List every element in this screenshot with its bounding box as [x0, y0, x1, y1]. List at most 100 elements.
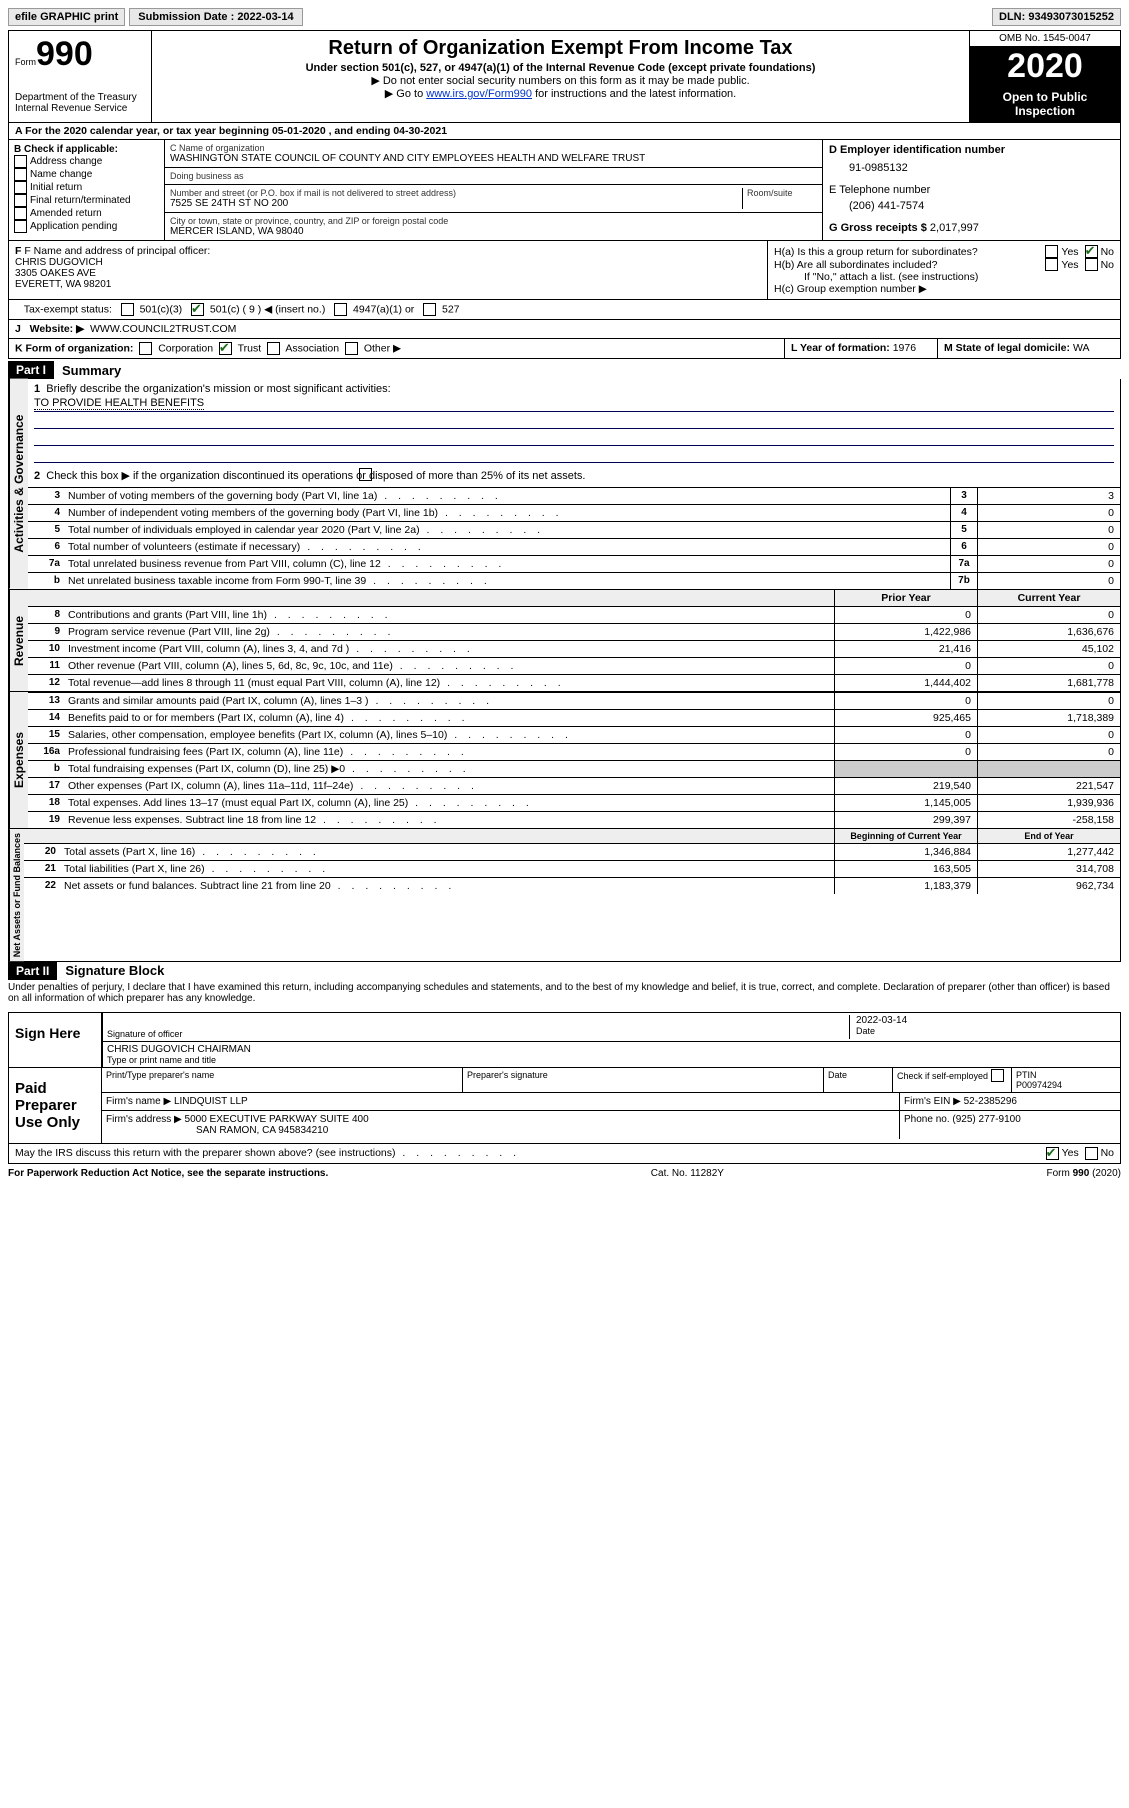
m-value: WA [1073, 342, 1090, 354]
hb-note: If "No," attach a list. (see instruction… [774, 271, 1114, 283]
mission-text: TO PROVIDE HEALTH BENEFITS [34, 397, 204, 410]
hb-yes[interactable] [1045, 258, 1058, 271]
discuss-yes[interactable] [1046, 1147, 1059, 1160]
sig-date-label: Date [856, 1026, 1116, 1036]
check-final-return[interactable] [14, 194, 27, 207]
row-current: 0 [977, 727, 1120, 743]
row-num: 12 [28, 675, 64, 691]
summary-row: 15 Salaries, other compensation, employe… [28, 726, 1120, 743]
part2-title: Signature Block [65, 963, 164, 978]
check-501c[interactable] [191, 303, 204, 316]
firm-addr2: SAN RAMON, CA 945834210 [106, 1125, 328, 1136]
row-prior: 1,346,884 [834, 844, 977, 860]
row-desc: Grants and similar amounts paid (Part IX… [64, 693, 834, 709]
vert-revenue: Revenue [9, 590, 28, 691]
row-num: 17 [28, 778, 64, 794]
opt-4947: 4947(a)(1) or [353, 303, 414, 315]
check-4947[interactable] [334, 303, 347, 316]
form-id-block: Form990 Department of the TreasuryIntern… [9, 31, 152, 122]
ein-label: D Employer identification number [829, 144, 1114, 156]
summary-row: 5 Total number of individuals employed i… [28, 521, 1120, 538]
gross-label: G Gross receipts $ [829, 222, 927, 234]
org-name-label: C Name of organization [170, 143, 817, 153]
row-num: 8 [28, 607, 64, 623]
line-a: A For the 2020 calendar year, or tax yea… [8, 123, 1121, 140]
row-current: 1,939,936 [977, 795, 1120, 811]
hdr-end: End of Year [977, 829, 1120, 843]
room-label: Room/suite [747, 188, 817, 198]
check-address-change[interactable] [14, 155, 27, 168]
officer-addr1: 3305 OAKES AVE [15, 268, 761, 279]
row-prior: 0 [834, 727, 977, 743]
k-label: K Form of organization: [15, 342, 133, 354]
note2-prefix: ▶ Go to [385, 88, 426, 100]
row-num: 7a [28, 556, 64, 572]
form-title: Return of Organization Exempt From Incom… [158, 37, 963, 60]
box-deg: D Employer identification number 91-0985… [822, 140, 1120, 240]
check-527[interactable] [423, 303, 436, 316]
summary-row: 17 Other expenses (Part IX, column (A), … [28, 777, 1120, 794]
sign-here-label: Sign Here [9, 1013, 101, 1067]
row-num: 6 [28, 539, 64, 555]
vert-net: Net Assets or Fund Balances [9, 829, 24, 961]
j-label: J [15, 323, 21, 335]
hdr-beg: Beginning of Current Year [834, 829, 977, 843]
irs-link[interactable]: www.irs.gov/Form990 [426, 88, 532, 100]
check-discontinued[interactable] [359, 468, 372, 481]
check-app-pending[interactable] [14, 220, 27, 233]
check-501c3[interactable] [121, 303, 134, 316]
summary-row: 14 Benefits paid to or for members (Part… [28, 709, 1120, 726]
summary-row: 4 Number of independent voting members o… [28, 504, 1120, 521]
check-amended[interactable] [14, 207, 27, 220]
section-fh: F F Name and address of principal office… [8, 241, 1121, 300]
hb-no[interactable] [1085, 258, 1098, 271]
summary-row: 8 Contributions and grants (Part VIII, l… [28, 606, 1120, 623]
label-initial-return: Initial return [30, 182, 82, 193]
row-current: -258,158 [977, 812, 1120, 828]
discuss-no[interactable] [1085, 1147, 1098, 1160]
firm-phone-label: Phone no. [904, 1114, 950, 1125]
discuss-row: May the IRS discuss this return with the… [8, 1144, 1121, 1164]
omb-number: OMB No. 1545-0047 [970, 31, 1120, 47]
row-prior: 1,145,005 [834, 795, 977, 811]
part2-header: Part II Signature Block [8, 962, 1121, 980]
sig-officer-label: Signature of officer [107, 1029, 849, 1039]
check-self-emp[interactable] [991, 1069, 1004, 1082]
row-num: 21 [24, 861, 60, 877]
row-current: 962,734 [977, 878, 1120, 894]
check-other[interactable] [345, 342, 358, 355]
check-name-change[interactable] [14, 168, 27, 181]
summary-row: 19 Revenue less expenses. Subtract line … [28, 811, 1120, 828]
sign-here-block: Sign Here Signature of officer 2022-03-1… [8, 1012, 1121, 1068]
opt-assoc: Association [285, 342, 339, 354]
row-prior: 219,540 [834, 778, 977, 794]
row-current [977, 761, 1120, 777]
klm-row: K Form of organization: Corporation Trus… [8, 339, 1121, 359]
row-box: 4 [950, 505, 977, 521]
hb-no-label: No [1101, 259, 1114, 271]
ha-yes-label: Yes [1061, 246, 1078, 258]
addr-value: 7525 SE 24TH ST NO 200 [170, 198, 742, 209]
ha-yes[interactable] [1045, 245, 1058, 258]
note2-suffix: for instructions and the latest informat… [532, 88, 736, 100]
check-trust[interactable] [219, 342, 232, 355]
prep-date-label: Date [824, 1068, 893, 1092]
row-val: 0 [977, 539, 1120, 555]
ha-label: H(a) Is this a group return for subordin… [774, 246, 1045, 258]
website-row: J Website: ▶ WWW.COUNCIL2TRUST.COM [8, 320, 1121, 339]
check-assoc[interactable] [267, 342, 280, 355]
submission-date[interactable]: Submission Date : 2022-03-14 [129, 8, 302, 26]
opt-other: Other ▶ [364, 342, 401, 354]
hdr-prior: Prior Year [834, 590, 977, 606]
check-initial-return[interactable] [14, 181, 27, 194]
check-corp[interactable] [139, 342, 152, 355]
firm-ein-label: Firm's EIN ▶ [904, 1096, 961, 1107]
row-val: 0 [977, 522, 1120, 538]
ein-value: 91-0985132 [849, 162, 1114, 174]
ha-no[interactable] [1085, 245, 1098, 258]
firm-name: LINDQUIST LLP [174, 1096, 248, 1107]
row-desc: Number of independent voting members of … [64, 505, 950, 521]
summary-row: 20 Total assets (Part X, line 16) 1,346,… [24, 843, 1120, 860]
ptin-label: PTIN [1016, 1070, 1037, 1080]
open-public: Open to Public Inspection [970, 86, 1120, 122]
